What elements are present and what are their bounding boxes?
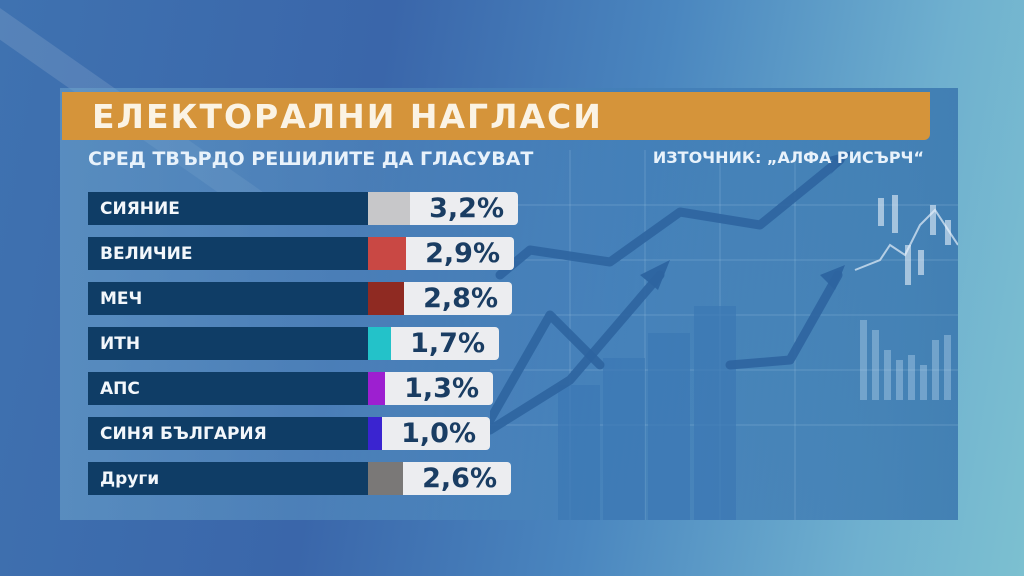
bar-row: Други 2,6%	[88, 462, 511, 495]
percent-value: 1,7%	[391, 327, 499, 360]
party-label: Други	[88, 462, 368, 495]
percent-value: 2,8%	[404, 282, 512, 315]
percent-value: 2,6%	[403, 462, 511, 495]
bar-row: ВЕЛИЧИЕ 2,9%	[88, 237, 514, 270]
bar-swatch	[368, 327, 391, 360]
party-label: МЕЧ	[88, 282, 368, 315]
bar-swatch	[368, 237, 406, 270]
percent-value: 1,3%	[385, 372, 493, 405]
background-stock-chart-decoration	[490, 150, 958, 520]
source-label: ИЗТОЧНИК: „АЛФА РИСЪРЧ“	[652, 148, 924, 167]
page-title: ЕЛЕКТОРАЛНИ НАГЛАСИ	[92, 96, 603, 136]
bar-swatch	[368, 462, 403, 495]
bar-swatch	[368, 417, 382, 450]
party-label: СИНЯ БЪЛГАРИЯ	[88, 417, 368, 450]
party-label: ВЕЛИЧИЕ	[88, 237, 368, 270]
percent-value: 2,9%	[406, 237, 514, 270]
party-label: СИЯНИЕ	[88, 192, 368, 225]
title-bar: ЕЛЕКТОРАЛНИ НАГЛАСИ	[62, 92, 930, 140]
party-label: АПС	[88, 372, 368, 405]
bar-row: СИНЯ БЪЛГАРИЯ 1,0%	[88, 417, 490, 450]
bar-row: ИТН 1,7%	[88, 327, 499, 360]
bar-swatch	[368, 192, 410, 225]
bar-swatch	[368, 372, 385, 405]
party-label: ИТН	[88, 327, 368, 360]
bar-swatch	[368, 282, 404, 315]
percent-value: 1,0%	[382, 417, 490, 450]
bar-row: АПС 1,3%	[88, 372, 493, 405]
subtitle: СРЕД ТВЪРДО РЕШИЛИТЕ ДА ГЛАСУВАТ	[88, 148, 534, 170]
percent-value: 3,2%	[410, 192, 518, 225]
bar-row: МЕЧ 2,8%	[88, 282, 512, 315]
bar-row: СИЯНИЕ 3,2%	[88, 192, 518, 225]
